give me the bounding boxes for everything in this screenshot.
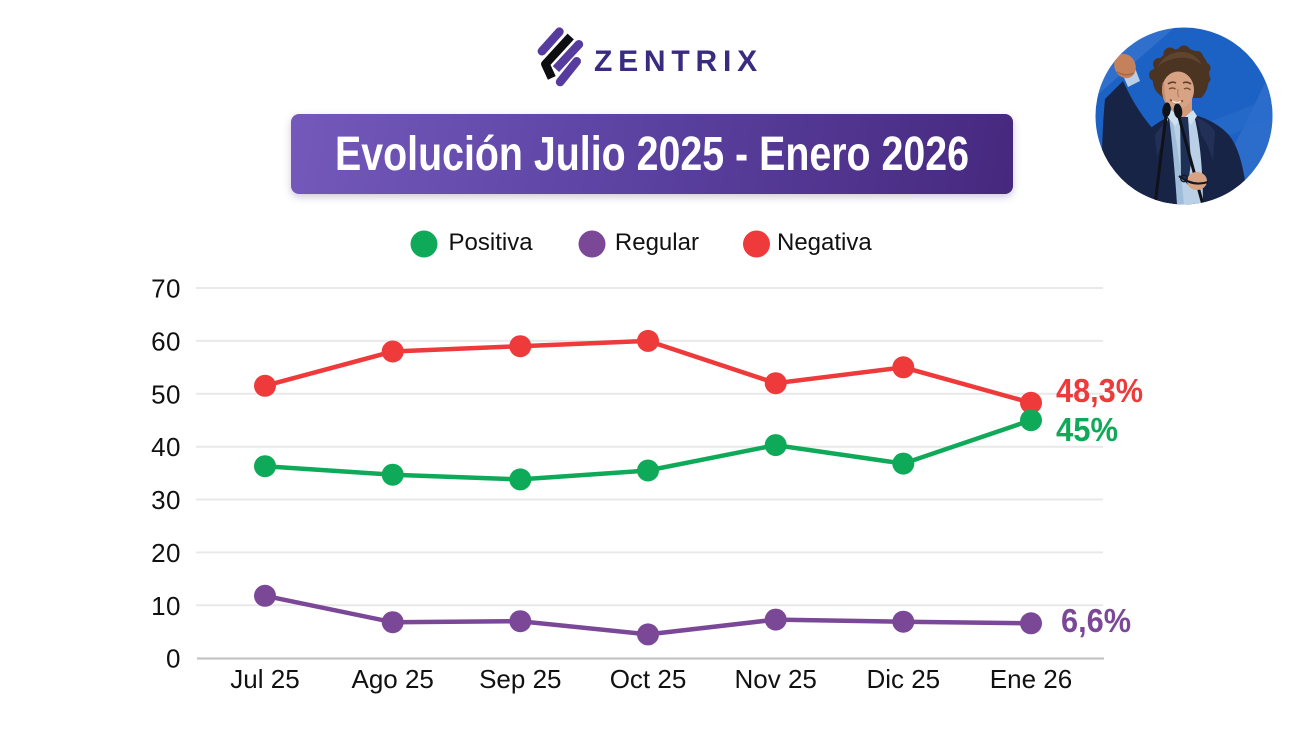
svg-text:Ago 25: Ago 25 (351, 664, 433, 694)
svg-text:45%: 45% (1056, 411, 1118, 448)
svg-text:Ene 26: Ene 26 (990, 664, 1072, 694)
svg-text:60: 60 (151, 326, 181, 356)
svg-text:20: 20 (151, 538, 181, 568)
svg-text:Regular: Regular (615, 229, 699, 256)
svg-text:50: 50 (151, 379, 181, 409)
svg-text:Sep 25: Sep 25 (479, 664, 561, 694)
svg-text:0: 0 (166, 644, 181, 674)
svg-text:70: 70 (151, 274, 181, 304)
svg-text:Oct 25: Oct 25 (610, 664, 687, 694)
svg-text:Negativa: Negativa (777, 229, 872, 256)
svg-text:10: 10 (151, 591, 181, 621)
svg-text:Evolución Julio 2025 - Enero 2: Evolución Julio 2025 - Enero 2026 (335, 128, 969, 181)
svg-text:Nov 25: Nov 25 (735, 664, 817, 694)
svg-text:Dic 25: Dic 25 (866, 664, 940, 694)
svg-text:Positiva: Positiva (449, 229, 534, 256)
svg-text:6,6%: 6,6% (1061, 602, 1131, 639)
svg-text:40: 40 (151, 432, 181, 462)
svg-text:Jul 25: Jul 25 (230, 664, 299, 694)
svg-text:30: 30 (151, 485, 181, 515)
svg-text:48,3%: 48,3% (1056, 372, 1143, 409)
